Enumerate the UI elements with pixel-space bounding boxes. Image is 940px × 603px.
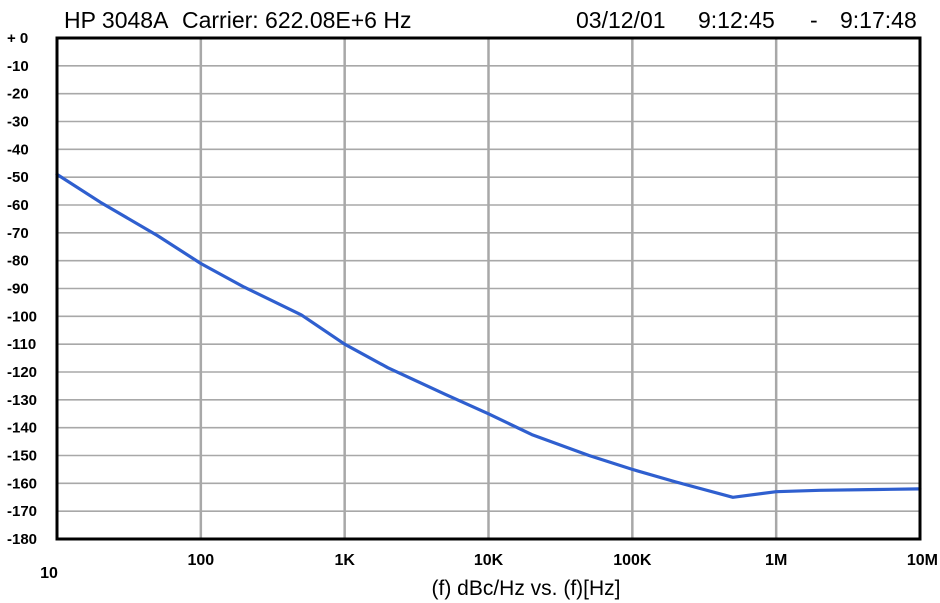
y-tick-label: -30 xyxy=(7,114,29,131)
x-tick-label: 100 xyxy=(187,552,214,569)
y-tick-label: -110 xyxy=(7,336,36,353)
y-tick-label: -140 xyxy=(7,420,37,437)
y-tick-label: -60 xyxy=(7,197,29,214)
carrier-label: Carrier: 622.08E+6 Hz xyxy=(182,7,412,33)
y-tick-label: -100 xyxy=(7,308,37,325)
y-tick-label: -80 xyxy=(7,253,29,270)
y-tick-label: -20 xyxy=(7,86,29,103)
y-tick-label: + 0 xyxy=(7,30,28,47)
time-separator: - xyxy=(810,7,818,33)
y-tick-label: -50 xyxy=(7,169,29,186)
instrument-label: HP 3048A xyxy=(64,7,169,33)
x-tick-label: 10M xyxy=(907,552,938,569)
date-label: 03/12/01 xyxy=(576,7,666,33)
y-tick-label: -180 xyxy=(7,531,37,548)
x-tick-label: 10 xyxy=(40,565,58,582)
y-tick-labels: + 0 -10 -20 -30 -40 -50 -60 -70 -80 -90 -100 -110 -1… xyxy=(7,30,37,548)
y-tick-label: -170 xyxy=(7,503,37,520)
x-tick-labels: 10 100 1K 10K 100K 1M 10M xyxy=(40,552,938,582)
x-tick-label: 1K xyxy=(334,552,355,569)
y-tick-label: -70 xyxy=(7,225,29,242)
plot-frame xyxy=(55,36,922,541)
y-tick-label: -40 xyxy=(7,141,29,158)
series-line-0 xyxy=(55,172,922,499)
end-time-label: 9:17:48 xyxy=(840,7,917,33)
x-tick-label: 1M xyxy=(765,552,787,569)
y-tick-label: -130 xyxy=(7,392,37,409)
y-tick-label: -160 xyxy=(7,475,37,492)
y-tick-label: -10 xyxy=(7,58,29,75)
x-tick-label: 100K xyxy=(613,552,652,569)
start-time-label: 9:12:45 xyxy=(698,7,775,33)
y-tick-label: -90 xyxy=(7,281,29,298)
y-tick-label: -120 xyxy=(7,364,37,381)
chart-header: HP 3048A Carrier: 622.08E+6 Hz 03/12/01 … xyxy=(0,0,940,38)
x-axis-label: (f) dBc/Hz vs. (f)[Hz] xyxy=(432,577,621,600)
series-group xyxy=(55,172,922,499)
x-tick-label: 10K xyxy=(474,552,504,569)
y-tick-label: -150 xyxy=(7,448,37,465)
